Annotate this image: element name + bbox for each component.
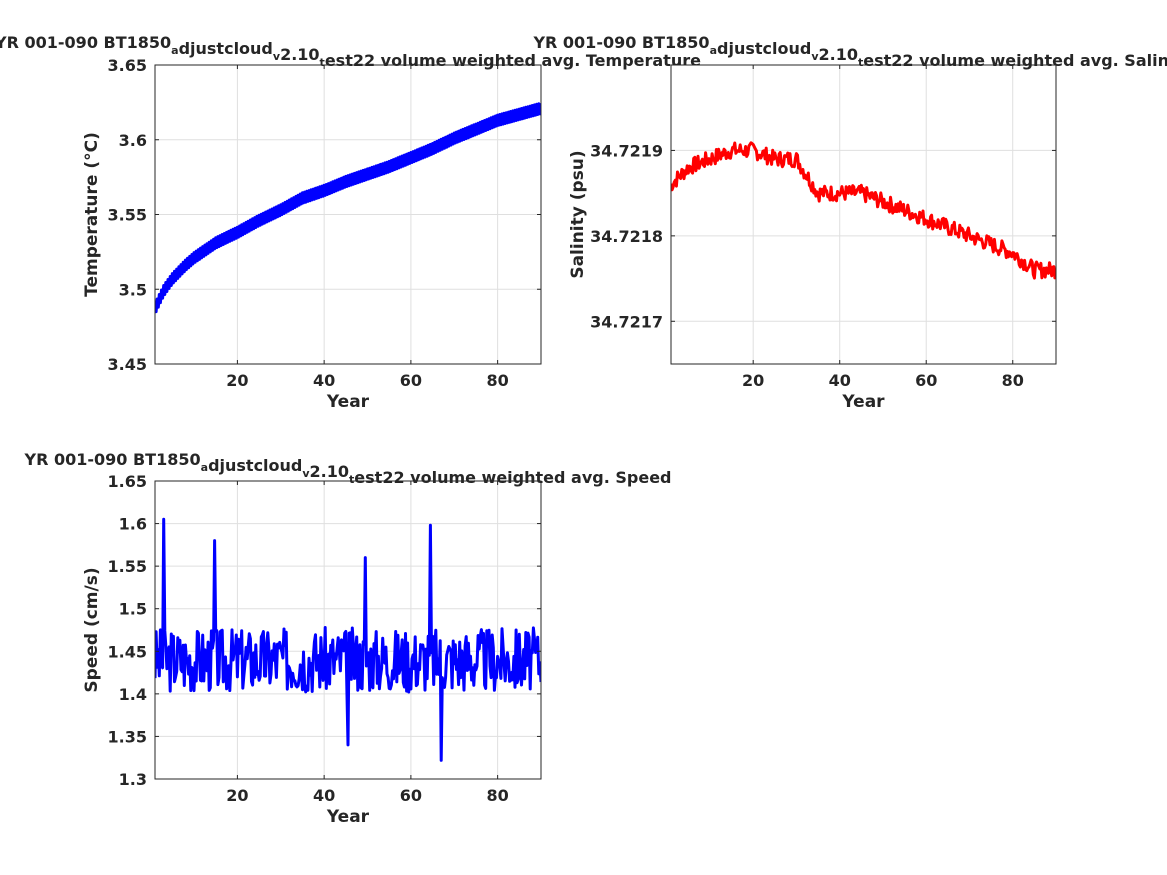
series-line	[671, 141, 1056, 280]
axes-box	[670, 64, 1057, 365]
x-tick-label: 20	[742, 371, 764, 390]
x-tick-label: 60	[915, 371, 937, 390]
chart-title: YR 001-090 BT1850adjustcloudv2.10test22 …	[24, 450, 672, 487]
chart-title: YR 001-090 BT1850adjustcloudv2.10test22 …	[0, 33, 701, 70]
x-tick-label: 20	[226, 371, 248, 390]
x-tick-label: 40	[829, 371, 851, 390]
series-line	[155, 102, 541, 314]
chart-title: YR 001-090 BT1850adjustcloudv2.10test22 …	[532, 33, 1167, 70]
y-tick-label: 3.65	[108, 56, 147, 75]
plot-area	[671, 65, 1056, 364]
y-tick-label: 3.55	[108, 206, 147, 225]
x-axis-label: Year	[841, 392, 885, 412]
x-tick-label: 60	[400, 786, 422, 805]
y-tick-label: 1.45	[108, 642, 147, 661]
axes-box	[154, 480, 542, 780]
y-tick-label: 3.6	[119, 131, 147, 150]
y-axis-label: Speed (cm/s)	[82, 567, 102, 692]
y-tick-label: 34.7219	[590, 141, 663, 160]
x-tick-label: 60	[400, 371, 422, 390]
speed-panel: 20 40 60 80 1.3 1.35 1.4 1.45 1.5 1.55 1.6 1.65 Year…	[24, 450, 672, 827]
y-tick-label: 1.4	[119, 685, 147, 704]
x-tick-label: 40	[313, 786, 335, 805]
y-axis-label: Temperature (°C)	[82, 132, 102, 297]
y-tick-label: 3.45	[108, 355, 147, 374]
y-tick-label: 1.5	[119, 600, 147, 619]
salinity-panel: 20 40 60 80 34.7217 34.7218 34.7219 Year Salinit…	[532, 33, 1167, 412]
x-axis-label: Year	[326, 392, 370, 412]
temperature-panel: 20 40 60 80 3.45 3.5 3.55 3.6 3.65 Year Temperatur…	[0, 33, 701, 412]
x-tick-label: 40	[313, 371, 335, 390]
x-axis-label: Year	[326, 807, 370, 827]
y-axis-label: Salinity (psu)	[568, 150, 588, 278]
x-tick-label: 20	[226, 786, 248, 805]
y-tick-label: 1.6	[119, 515, 147, 534]
y-tick-label: 1.35	[108, 727, 147, 746]
series-line	[155, 517, 541, 762]
x-tick-label: 80	[1002, 371, 1024, 390]
y-tick-label: 1.65	[108, 472, 147, 491]
y-tick-label: 34.7218	[590, 227, 663, 246]
y-tick-label: 34.7217	[590, 312, 663, 331]
y-tick-label: 3.5	[119, 280, 147, 299]
y-tick-label: 1.3	[119, 770, 147, 789]
x-tick-label: 80	[486, 786, 508, 805]
x-tick-label: 80	[486, 371, 508, 390]
y-tick-label: 1.55	[108, 557, 147, 576]
